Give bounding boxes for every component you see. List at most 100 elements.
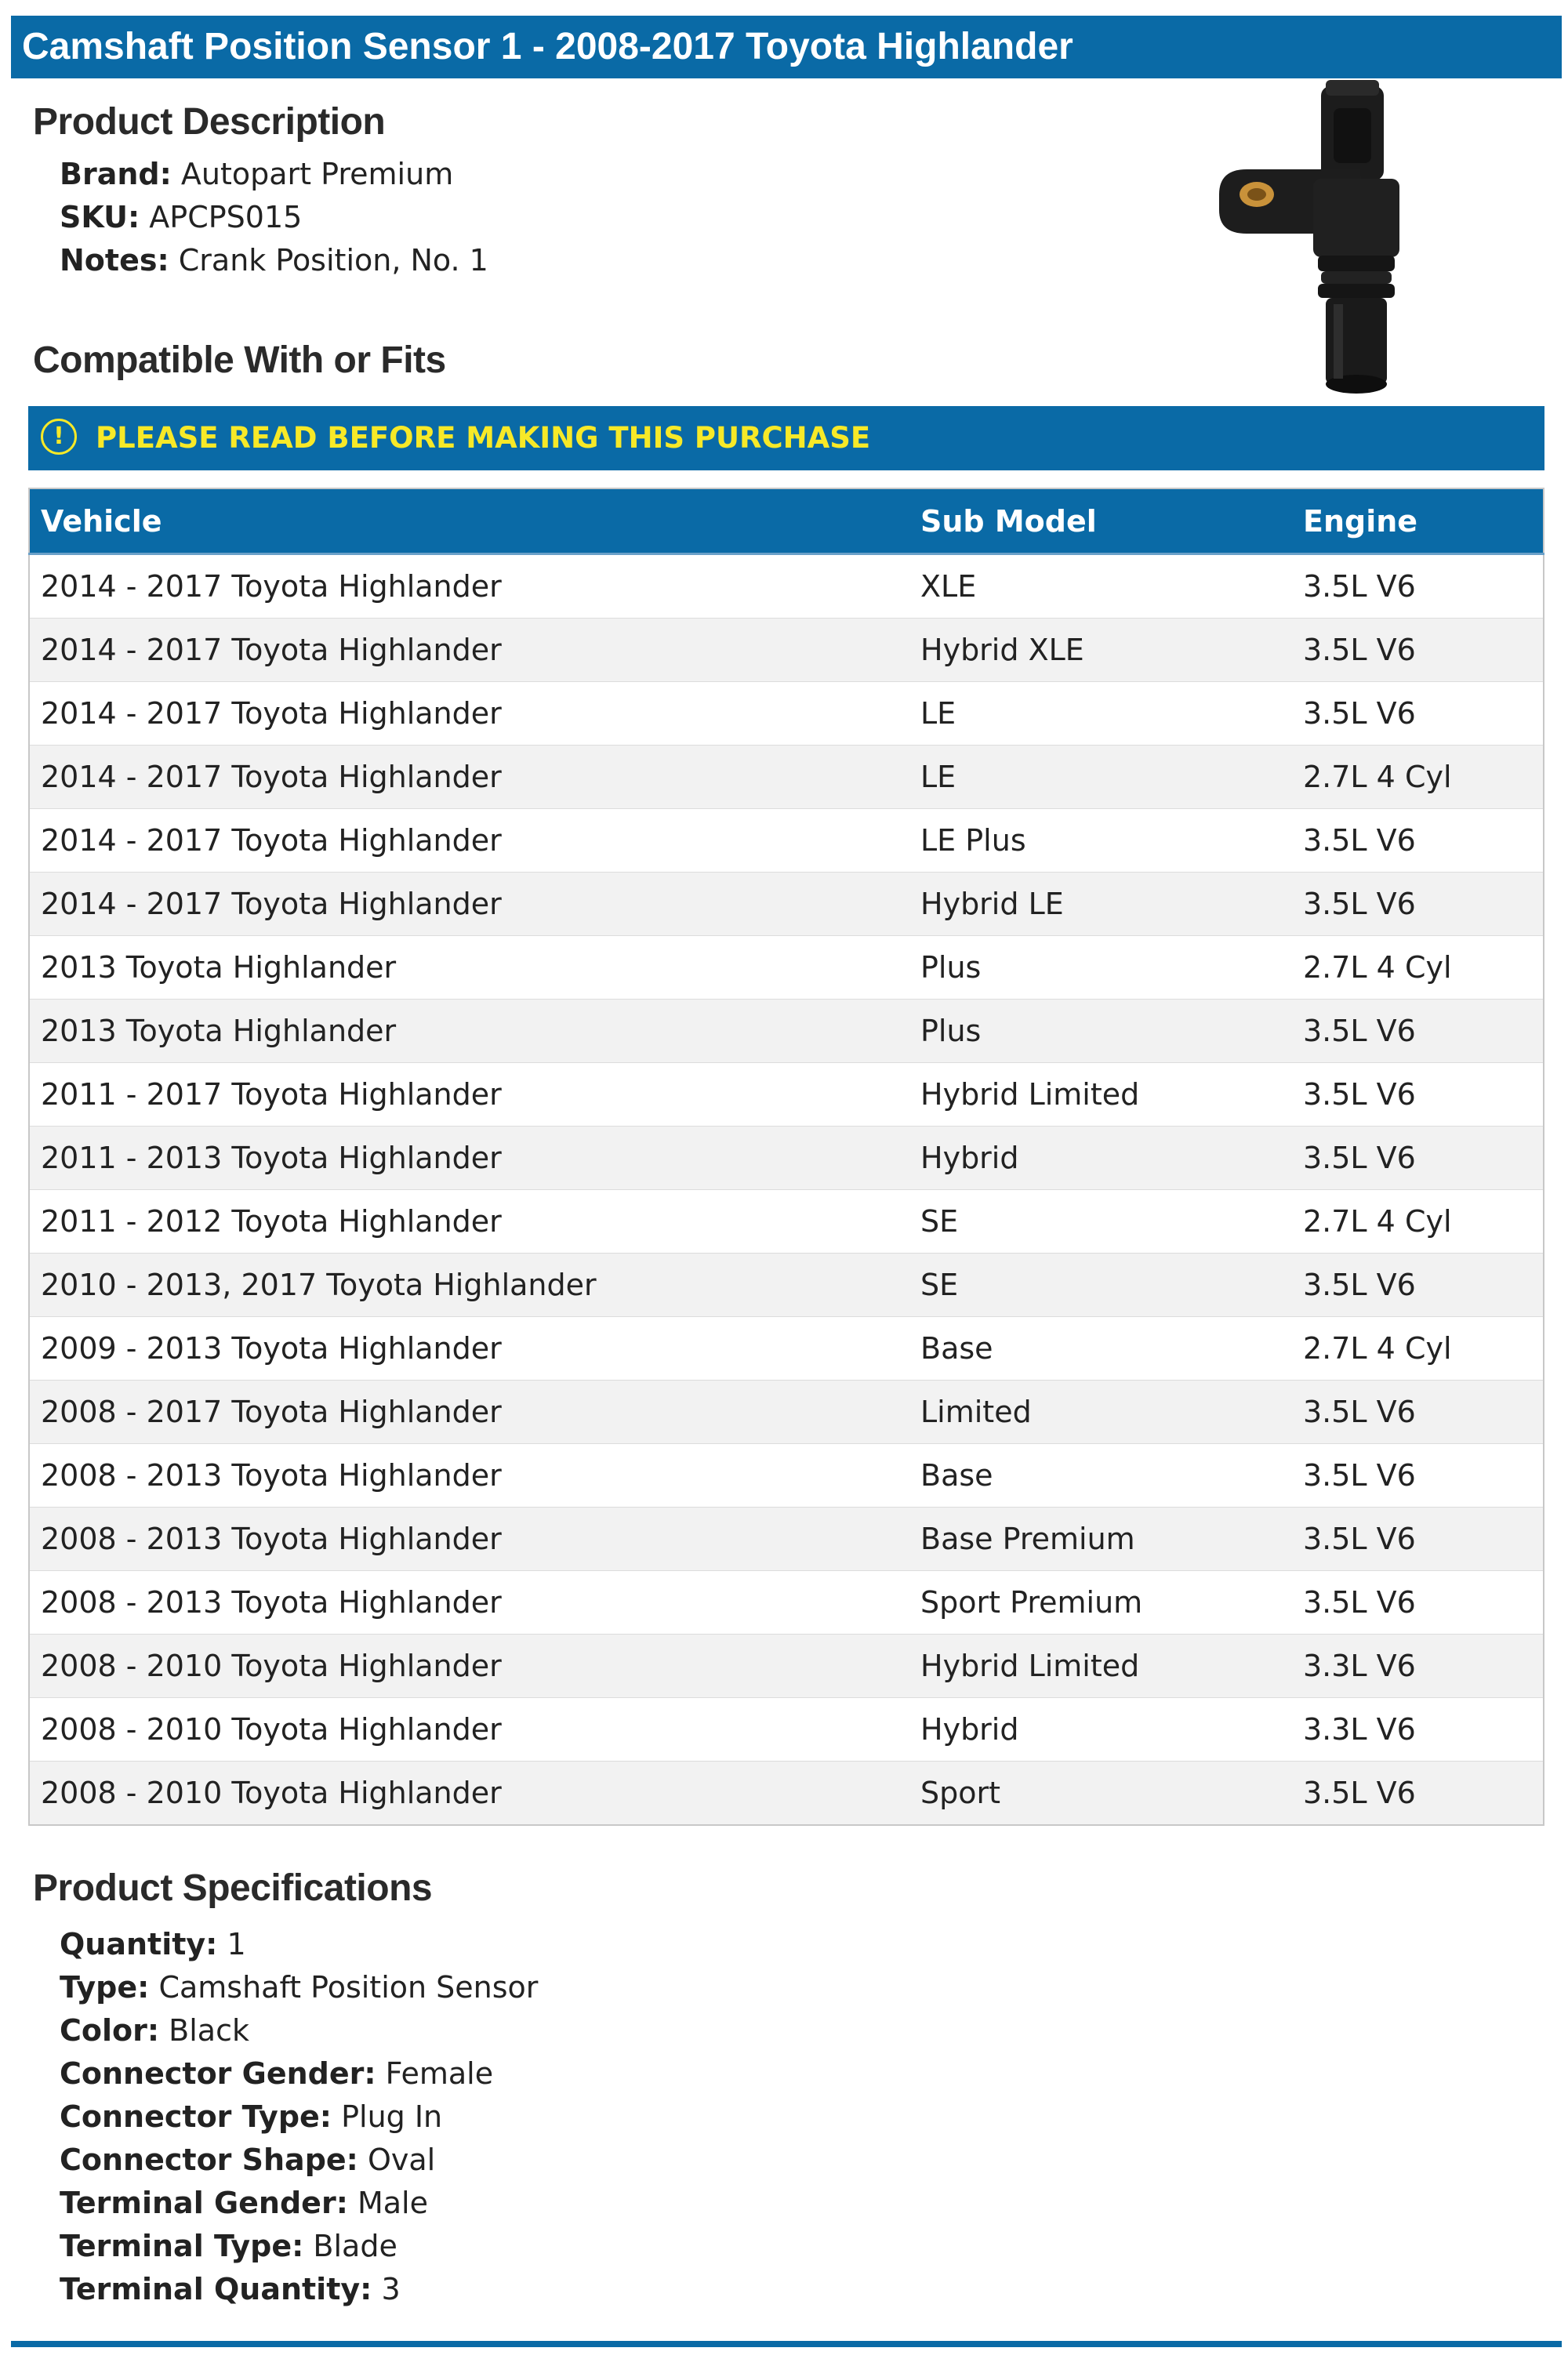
table-row: 2014 - 2017 Toyota Highlander Hybrid XLE 3… xyxy=(29,618,1544,682)
spec-item: Color: Black xyxy=(60,2009,538,2052)
exclamation-icon: ! xyxy=(41,419,77,455)
spec-item: Terminal Type: Blade xyxy=(60,2225,538,2268)
table-row: 2013 Toyota Highlander Plus 3.5L V6 xyxy=(29,999,1544,1063)
spec-value: Oval xyxy=(367,2143,436,2177)
vehicle-cell: 2008 - 2013 Toyota Highlander xyxy=(29,1507,909,1571)
compatibility-table-body: 2014 - 2017 Toyota Highlander XLE 3.5L V6 2… xyxy=(29,553,1544,1825)
table-row: 2014 - 2017 Toyota Highlander XLE 3.5L V6 xyxy=(29,553,1544,619)
spec-value: 3 xyxy=(381,2272,401,2306)
vehicle-cell: 2011 - 2012 Toyota Highlander xyxy=(29,1189,909,1254)
table-row: 2014 - 2017 Toyota Highlander LE 3.5L V6 xyxy=(29,681,1544,746)
spec-item: Connector Type: Plug In xyxy=(60,2096,538,2139)
sub-model-cell: XLE xyxy=(909,553,1292,619)
vehicle-cell: 2011 - 2017 Toyota Highlander xyxy=(29,1062,909,1127)
table-row: 2011 - 2017 Toyota Highlander Hybrid Limi… xyxy=(29,1062,1544,1127)
table-row: 2013 Toyota Highlander Plus 2.7L 4 Cyl xyxy=(29,935,1544,1000)
table-row: 2014 - 2017 Toyota Highlander LE Plus 3.5L… xyxy=(29,808,1544,873)
spec-label: Brand: xyxy=(60,157,172,191)
spec-item: Terminal Quantity: 3 xyxy=(60,2268,538,2311)
engine-cell: 3.5L V6 xyxy=(1292,1761,1544,1825)
spec-label: Terminal Type: xyxy=(60,2229,304,2263)
table-row: 2008 - 2010 Toyota Highlander Hybrid Limi… xyxy=(29,1634,1544,1698)
engine-cell: 3.5L V6 xyxy=(1292,553,1544,619)
purchase-notice-banner: ! PLEASE READ BEFORE MAKING THIS PURCHAS… xyxy=(28,406,1544,470)
page-title: Camshaft Position Sensor 1 - 2008-2017 T… xyxy=(11,16,1562,78)
engine-cell: 3.5L V6 xyxy=(1292,681,1544,746)
table-row: 2008 - 2013 Toyota Highlander Base Premiu… xyxy=(29,1507,1544,1571)
engine-cell: 3.3L V6 xyxy=(1292,1697,1544,1762)
spec-value: 1 xyxy=(227,1927,246,1961)
vehicle-cell: 2014 - 2017 Toyota Highlander xyxy=(29,745,909,809)
table-row: 2014 - 2017 Toyota Highlander LE 2.7L 4 Cy… xyxy=(29,745,1544,809)
table-row: 2011 - 2013 Toyota Highlander Hybrid 3.5L … xyxy=(29,1126,1544,1190)
spec-value: Blade xyxy=(313,2229,397,2263)
spec-item: Type: Camshaft Position Sensor xyxy=(60,1966,538,2009)
sub-model-cell: Hybrid Limited xyxy=(909,1062,1292,1127)
sub-model-cell: Base xyxy=(909,1316,1292,1381)
sub-model-cell: Sport Premium xyxy=(909,1570,1292,1635)
spec-label: Connector Shape: xyxy=(60,2143,358,2177)
product-description-list: Brand: Autopart Premium SKU: APCPS015 Note… xyxy=(60,153,488,282)
engine-cell: 2.7L 4 Cyl xyxy=(1292,745,1544,809)
spec-value: Crank Position, No. 1 xyxy=(178,243,488,278)
sub-model-cell: LE xyxy=(909,745,1292,809)
table-row: 2011 - 2012 Toyota Highlander SE 2.7L 4 Cy… xyxy=(29,1189,1544,1254)
vehicle-cell: 2008 - 2010 Toyota Highlander xyxy=(29,1634,909,1698)
engine-cell: 3.5L V6 xyxy=(1292,618,1544,682)
vehicle-cell: 2013 Toyota Highlander xyxy=(29,999,909,1063)
engine-cell: 2.7L 4 Cyl xyxy=(1292,1316,1544,1381)
engine-cell: 2.7L 4 Cyl xyxy=(1292,935,1544,1000)
table-row: 2008 - 2013 Toyota Highlander Base 3.5L V6 xyxy=(29,1443,1544,1508)
vehicle-cell: 2014 - 2017 Toyota Highlander xyxy=(29,681,909,746)
table-row: 2008 - 2017 Toyota Highlander Limited 3.5L… xyxy=(29,1380,1544,1444)
product-specifications-list: Quantity: 1 Type: Camshaft Position Senso… xyxy=(60,1923,538,2311)
table-row: 2009 - 2013 Toyota Highlander Base 2.7L 4 … xyxy=(29,1316,1544,1381)
spec-item: Terminal Gender: Male xyxy=(60,2182,538,2225)
engine-cell: 3.5L V6 xyxy=(1292,1062,1544,1127)
table-row: 2008 - 2013 Toyota Highlander Sport Premi… xyxy=(29,1570,1544,1635)
vehicle-cell: 2008 - 2010 Toyota Highlander xyxy=(29,1761,909,1825)
spec-item: Notes: Crank Position, No. 1 xyxy=(60,239,488,282)
sub-model-cell: Base Premium xyxy=(909,1507,1292,1571)
engine-cell: 3.5L V6 xyxy=(1292,808,1544,873)
spec-label: SKU: xyxy=(60,200,140,234)
sub-model-cell: Hybrid xyxy=(909,1126,1292,1190)
sub-model-cell: SE xyxy=(909,1253,1292,1317)
vehicle-cell: 2013 Toyota Highlander xyxy=(29,935,909,1000)
sub-model-cell: Limited xyxy=(909,1380,1292,1444)
sub-model-cell: SE xyxy=(909,1189,1292,1254)
sub-model-cell: Hybrid LE xyxy=(909,872,1292,936)
spec-label: Terminal Gender: xyxy=(60,2186,348,2220)
engine-cell: 3.5L V6 xyxy=(1292,872,1544,936)
column-header-sub-model: Sub Model xyxy=(909,488,1292,555)
spec-value: Camshaft Position Sensor xyxy=(158,1970,539,2005)
spec-value: Female xyxy=(385,2056,494,2091)
spec-label: Terminal Quantity: xyxy=(60,2272,372,2306)
vehicle-cell: 2008 - 2010 Toyota Highlander xyxy=(29,1697,909,1762)
engine-cell: 3.5L V6 xyxy=(1292,1126,1544,1190)
spec-label: Quantity: xyxy=(60,1927,218,1961)
table-row: 2010 - 2013, 2017 Toyota Highlander SE 3.5… xyxy=(29,1253,1544,1317)
vehicle-cell: 2011 - 2013 Toyota Highlander xyxy=(29,1126,909,1190)
product-specifications-heading: Product Specifications xyxy=(33,1867,433,1909)
sub-model-cell: Hybrid XLE xyxy=(909,618,1292,682)
spec-item: Brand: Autopart Premium xyxy=(60,153,488,196)
bottom-divider xyxy=(11,2341,1562,2347)
table-row: 2008 - 2010 Toyota Highlander Sport 3.5L V… xyxy=(29,1761,1544,1825)
sub-model-cell: Hybrid Limited xyxy=(909,1634,1292,1698)
sub-model-cell: Base xyxy=(909,1443,1292,1508)
vehicle-cell: 2009 - 2013 Toyota Highlander xyxy=(29,1316,909,1381)
column-header-engine: Engine xyxy=(1292,488,1544,555)
product-image xyxy=(1219,80,1399,394)
sub-model-cell: Sport xyxy=(909,1761,1292,1825)
table-row: 2008 - 2010 Toyota Highlander Hybrid 3.3L … xyxy=(29,1697,1544,1762)
spec-value: Male xyxy=(357,2186,428,2220)
vehicle-cell: 2008 - 2013 Toyota Highlander xyxy=(29,1443,909,1508)
engine-cell: 3.5L V6 xyxy=(1292,1570,1544,1635)
vehicle-cell: 2014 - 2017 Toyota Highlander xyxy=(29,553,909,619)
engine-cell: 3.5L V6 xyxy=(1292,1507,1544,1571)
spec-label: Connector Gender: xyxy=(60,2056,376,2091)
vehicle-cell: 2008 - 2013 Toyota Highlander xyxy=(29,1570,909,1635)
purchase-notice-text: PLEASE READ BEFORE MAKING THIS PURCHASE xyxy=(96,421,871,455)
spec-item: SKU: APCPS015 xyxy=(60,196,488,239)
